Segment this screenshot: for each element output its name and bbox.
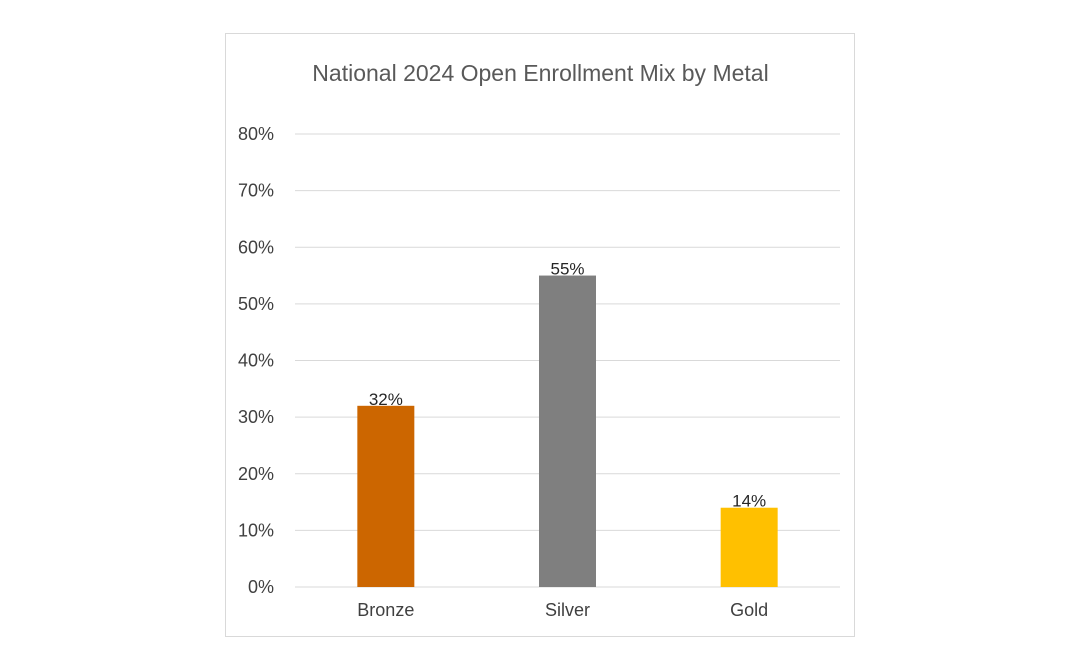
y-tick-label: 0% bbox=[248, 577, 274, 597]
y-tick-label: 60% bbox=[238, 237, 274, 257]
bar-gold bbox=[720, 507, 778, 587]
y-tick-label: 70% bbox=[238, 181, 274, 201]
y-tick-label: 50% bbox=[238, 294, 274, 314]
y-tick-label: 30% bbox=[238, 407, 274, 427]
category-label-gold: Gold bbox=[730, 600, 768, 620]
bar-silver bbox=[539, 275, 596, 587]
category-label-bronze: Bronze bbox=[357, 600, 414, 620]
y-tick-label: 40% bbox=[238, 351, 274, 371]
y-tick-label: 10% bbox=[238, 520, 274, 540]
y-tick-label: 80% bbox=[238, 124, 274, 144]
y-tick-label: 20% bbox=[238, 464, 274, 484]
data-label-gold: 14% bbox=[732, 492, 766, 511]
category-label-silver: Silver bbox=[545, 600, 590, 620]
bar-bronze bbox=[357, 405, 415, 587]
chart-title: National 2024 Open Enrollment Mix by Met… bbox=[312, 60, 769, 86]
data-label-silver: 55% bbox=[550, 260, 584, 279]
data-label-bronze: 32% bbox=[369, 390, 403, 409]
